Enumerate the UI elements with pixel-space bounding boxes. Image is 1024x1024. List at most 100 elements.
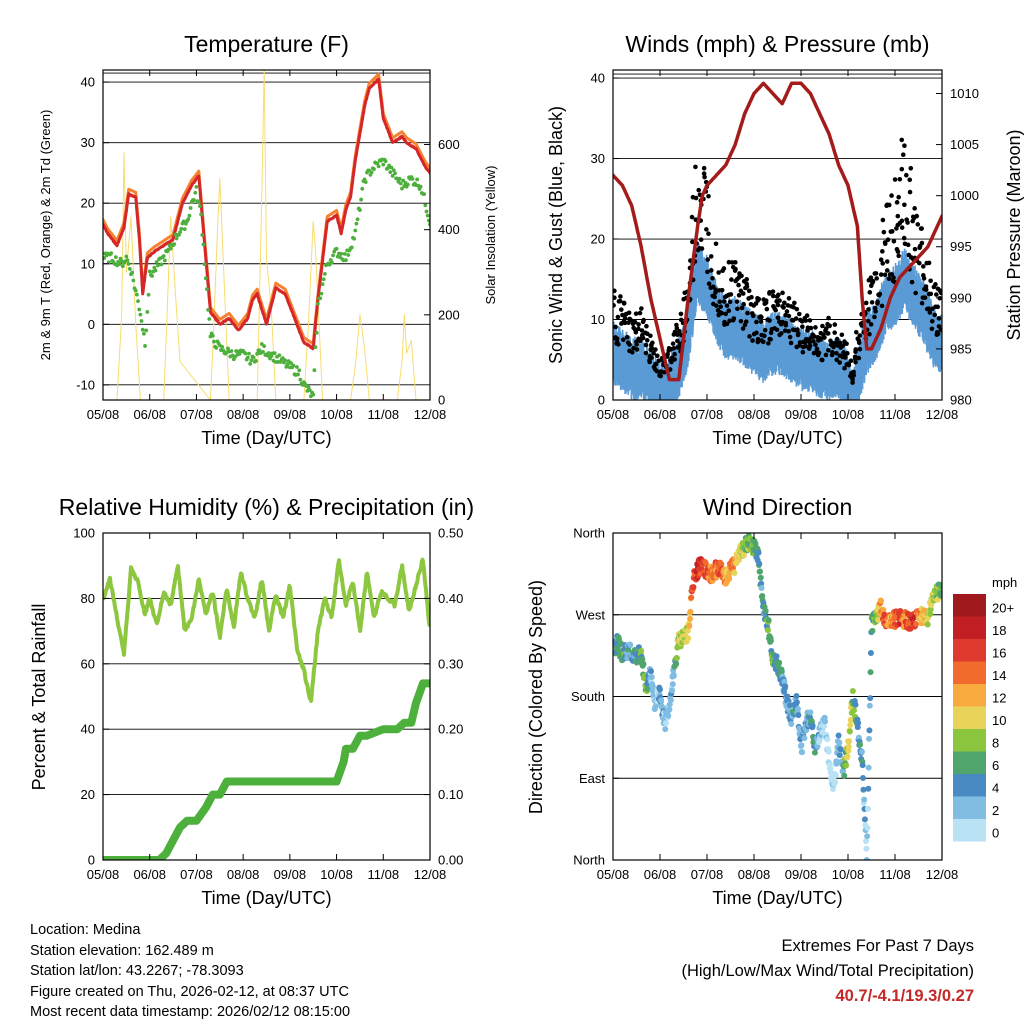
direction-point: [820, 723, 827, 730]
gust-point: [900, 152, 906, 157]
dewpoint-point: [126, 261, 131, 266]
gust-point: [758, 319, 764, 324]
gust-point: [730, 317, 736, 323]
direction-point: [832, 772, 839, 779]
dewpoint-point: [117, 262, 122, 267]
gust-point: [827, 323, 833, 329]
direction-point: [881, 611, 888, 618]
y-tick-label: 0: [88, 317, 95, 332]
gust-point: [710, 276, 715, 281]
gust-point: [907, 177, 913, 183]
dewpoint-point: [186, 217, 191, 222]
direction-point: [669, 681, 676, 688]
gust-point: [846, 362, 852, 368]
legend-swatch: [953, 594, 986, 617]
gust-point: [901, 235, 907, 241]
legend-swatch: [953, 684, 986, 707]
gust-point: [744, 277, 749, 282]
gust-point: [650, 340, 655, 346]
y2-tick-label: 0.00: [438, 853, 463, 868]
gust-point: [848, 358, 854, 364]
gust-point: [654, 368, 660, 374]
direction-point: [809, 722, 816, 729]
direction-point: [866, 702, 873, 709]
y-axis-label: Direction (Colored By Speed): [526, 580, 546, 814]
gust-point: [921, 276, 927, 281]
gust-point: [803, 318, 809, 323]
gust-point: [823, 352, 829, 358]
direction-point: [686, 622, 693, 629]
plot-area: [103, 557, 430, 860]
gust-point: [768, 337, 773, 342]
dewpoint-point: [314, 330, 319, 335]
gust-point: [734, 299, 740, 304]
dewpoint-point: [192, 198, 196, 203]
dewpoint-point: [181, 219, 186, 224]
gust-point: [767, 318, 772, 323]
direction-point: [688, 594, 695, 601]
dewpoint-point: [131, 278, 136, 283]
direction-point: [657, 686, 663, 693]
dewpoint-point: [194, 184, 199, 189]
gust-point: [634, 342, 639, 347]
gust-point: [708, 268, 714, 273]
gust-point: [935, 331, 941, 337]
gust-point: [813, 342, 818, 348]
gust-point: [728, 292, 734, 297]
x-tick-label: 05/08: [597, 407, 630, 422]
y2-axis-label: Station Pressure (Maroon): [1004, 129, 1024, 340]
gust-point: [644, 337, 650, 343]
direction-point: [867, 695, 874, 702]
gust-point: [896, 194, 901, 200]
direction-point: [869, 627, 876, 634]
gust-point: [880, 217, 886, 223]
gust-point: [839, 332, 845, 338]
gust-point: [749, 294, 754, 300]
dewpoint-point: [182, 227, 187, 232]
dewpoint-point: [226, 346, 230, 351]
gust-point: [939, 290, 942, 296]
direction-point: [767, 637, 774, 644]
gust-point: [637, 310, 643, 316]
plot-frame: [612, 69, 943, 401]
gust-point: [784, 309, 790, 314]
legend-swatch: [953, 819, 986, 842]
y2-axis-label: Solar Insolation (Yellow): [483, 166, 498, 305]
y2-tick-label: 1010: [950, 86, 979, 101]
gust-point: [755, 336, 761, 342]
gust-point: [618, 294, 623, 299]
y-tick-label: -10: [76, 377, 95, 392]
dewpoint-point: [201, 242, 206, 247]
x-tick-label: 07/08: [180, 407, 213, 422]
direction-point: [822, 718, 829, 725]
temp-9m-line: [103, 72, 430, 346]
dewpoint-point: [372, 167, 376, 172]
gust-point: [718, 304, 723, 310]
direction-point: [860, 786, 867, 793]
gust-point: [826, 347, 831, 353]
gust-point: [736, 282, 741, 288]
gust-point: [636, 322, 641, 327]
direction-point: [863, 857, 870, 860]
gust-point: [633, 329, 639, 335]
dewpoint-point: [214, 345, 219, 350]
gust-point: [644, 323, 649, 329]
gust-point: [912, 206, 917, 211]
gust-point: [822, 335, 827, 340]
gust-point: [677, 329, 682, 334]
gust-point: [793, 316, 799, 321]
gust-point: [780, 290, 785, 296]
gust-point: [808, 325, 814, 331]
gust-point: [781, 305, 786, 310]
dewpoint-point: [137, 307, 142, 312]
direction-point: [846, 728, 853, 735]
gust-point: [915, 222, 921, 227]
dewpoint-point: [109, 251, 114, 256]
direction-point: [673, 655, 680, 662]
gust-point: [886, 202, 892, 208]
direction-point: [647, 668, 654, 675]
gust-point: [875, 299, 880, 305]
dewpoint-point: [283, 358, 288, 363]
gust-point: [613, 324, 618, 330]
